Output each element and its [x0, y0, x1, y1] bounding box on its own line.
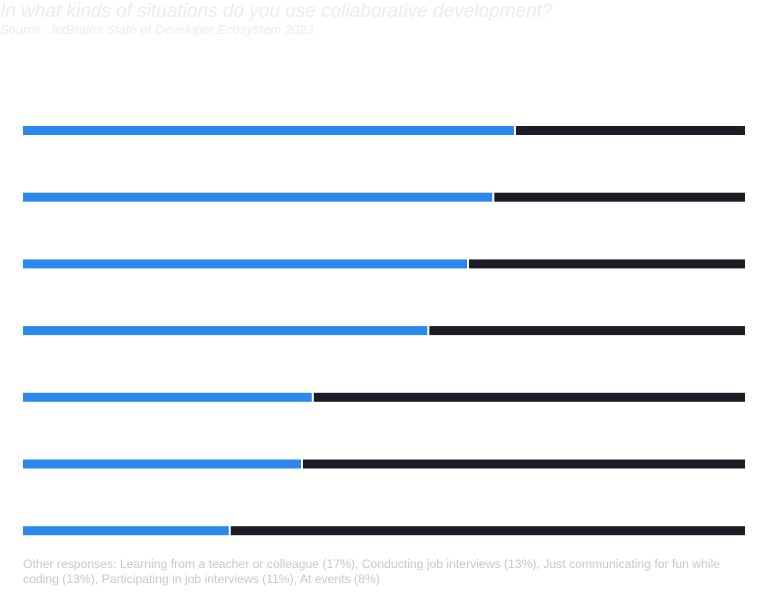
chart-source: Source: JetBrains State of Developer Eco… — [0, 22, 314, 37]
bar-segment-3-series-2 — [469, 259, 745, 269]
bar-segment-5-series-1 — [23, 392, 312, 402]
chart-title: In what kinds of situations do you use c… — [0, 1, 553, 22]
bar-segment-2-series-2 — [494, 192, 745, 202]
footnote: Other responses: Learning from a teacher… — [23, 557, 721, 586]
bar-segment-4-series-1 — [23, 326, 428, 336]
bar-segment-2-series-1 — [23, 192, 493, 202]
bar-segment-7-series-1 — [23, 526, 229, 536]
bar-segment-4-series-2 — [429, 326, 745, 336]
bar-segment-7-series-2 — [230, 526, 745, 536]
bar-segment-5-series-2 — [313, 392, 745, 402]
bar-segment-1-series-2 — [515, 126, 745, 135]
bar-segment-6-series-2 — [302, 459, 745, 469]
bar-segment-1-series-1 — [23, 126, 514, 135]
bar-segment-6-series-1 — [23, 459, 301, 469]
bar-segment-3-series-1 — [23, 259, 468, 269]
